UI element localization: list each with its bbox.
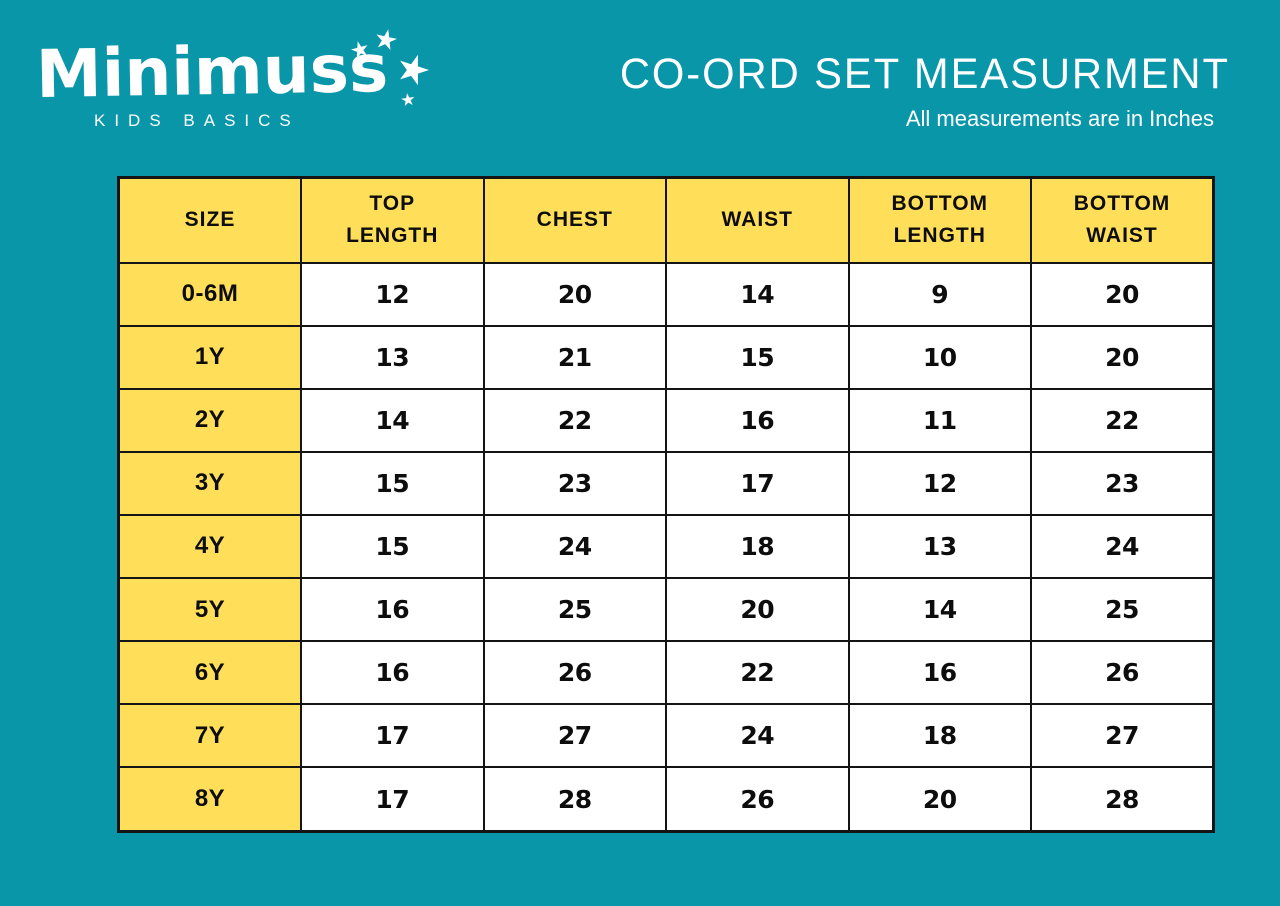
measurement-cell: 26 bbox=[482, 640, 667, 706]
size-cell: 4Y bbox=[117, 513, 302, 579]
measurement-cell: 23 bbox=[482, 450, 667, 516]
table-row: 3Y 15 23 17 12 23 bbox=[117, 450, 1215, 516]
table-row: 1Y 13 21 15 10 20 bbox=[117, 324, 1215, 390]
measurement-cell: 13 bbox=[300, 324, 485, 390]
measurement-cell: 24 bbox=[482, 513, 667, 579]
measurement-cell: 20 bbox=[847, 766, 1032, 833]
measurement-cell: 24 bbox=[665, 703, 850, 769]
measurement-cell: 12 bbox=[847, 450, 1032, 516]
table-row: 2Y 14 22 16 11 22 bbox=[117, 387, 1215, 453]
measurement-cell: 18 bbox=[847, 703, 1032, 769]
measurement-cell: 9 bbox=[847, 261, 1032, 327]
measurement-cell: 15 bbox=[300, 513, 485, 579]
measurement-cell: 28 bbox=[482, 766, 667, 833]
column-header-chest: CHEST bbox=[482, 176, 667, 264]
measurement-cell: 22 bbox=[482, 387, 667, 453]
measurement-cell: 22 bbox=[665, 640, 850, 706]
measurement-cell: 14 bbox=[847, 576, 1032, 643]
size-cell: 6Y bbox=[117, 640, 302, 706]
measurement-cell: 20 bbox=[1030, 261, 1215, 327]
size-cell: 7Y bbox=[117, 703, 302, 769]
measurement-cell: 11 bbox=[847, 387, 1032, 453]
page-subtitle: All measurements are in Inches bbox=[905, 106, 1214, 131]
column-header-top-length: TOP LENGTH bbox=[300, 176, 485, 264]
stars-icon bbox=[349, 27, 430, 107]
size-cell: 0-6M bbox=[117, 261, 302, 327]
title-block: CO-ORD SET MEASURMENT All measurements a… bbox=[601, 50, 1230, 132]
measurement-cell: 27 bbox=[1030, 703, 1215, 769]
table-row: 6Y 16 26 22 16 26 bbox=[117, 640, 1215, 706]
measurement-cell: 26 bbox=[1030, 640, 1215, 706]
measurement-cell: 24 bbox=[1030, 513, 1215, 579]
size-cell: 8Y bbox=[117, 766, 302, 833]
measurement-cell: 12 bbox=[300, 261, 485, 327]
measurement-cell: 17 bbox=[665, 450, 850, 516]
column-header-size: SIZE bbox=[117, 176, 302, 264]
measurement-cell: 14 bbox=[665, 261, 850, 327]
column-header-bottom-waist: BOTTOM WAIST bbox=[1030, 176, 1215, 264]
measurement-cell: 20 bbox=[482, 261, 667, 327]
measurement-cell: 21 bbox=[482, 324, 667, 390]
measurement-cell: 16 bbox=[847, 640, 1032, 706]
size-cell: 2Y bbox=[117, 387, 302, 453]
measurement-cell: 25 bbox=[1030, 576, 1215, 643]
table-header: SIZE TOP LENGTH CHEST WAIST BOTTOM LENGTH BOT… bbox=[117, 176, 1215, 264]
measurement-cell: 16 bbox=[300, 640, 485, 706]
measurement-cell: 22 bbox=[1030, 387, 1215, 453]
measurement-cell: 13 bbox=[847, 513, 1032, 579]
table-row: 4Y 15 24 18 13 24 bbox=[117, 513, 1215, 579]
brand-logo: Minimuss KIDS BASICS bbox=[35, 27, 430, 131]
measurement-table: SIZE TOP LENGTH CHEST WAIST BOTTOM LENGTH BOT… bbox=[117, 176, 1215, 833]
header-row: SIZE TOP LENGTH CHEST WAIST BOTTOM LENGTH BOT… bbox=[117, 176, 1215, 264]
measurement-cell: 10 bbox=[847, 324, 1032, 390]
table-row: 5Y 16 25 20 14 25 bbox=[117, 576, 1215, 643]
table-row: 7Y 17 27 24 18 27 bbox=[117, 703, 1215, 769]
measurement-cell: 16 bbox=[300, 576, 485, 643]
brand-tagline: KIDS BASICS bbox=[94, 110, 300, 130]
measurement-cell: 17 bbox=[300, 766, 485, 833]
measurement-cell: 17 bbox=[300, 703, 485, 769]
column-header-bottom-length: BOTTOM LENGTH bbox=[847, 176, 1032, 264]
column-header-waist: WAIST bbox=[665, 176, 850, 264]
measurement-cell: 23 bbox=[1030, 450, 1215, 516]
size-cell: 3Y bbox=[117, 450, 302, 516]
measurement-cell: 20 bbox=[1030, 324, 1215, 390]
measurement-cell: 15 bbox=[300, 450, 485, 516]
measurement-cell: 26 bbox=[665, 766, 850, 833]
measurement-cell: 15 bbox=[665, 324, 850, 390]
table-row: 8Y 17 28 26 20 28 bbox=[117, 766, 1215, 833]
page-title: CO-ORD SET MEASURMENT bbox=[619, 50, 1230, 98]
table-body: 0-6M 12 20 14 9 20 1Y 13 21 15 10 20 2Y 14 22 16 11 22 3Y 1… bbox=[117, 261, 1215, 833]
measurement-cell: 18 bbox=[665, 513, 850, 579]
size-cell: 5Y bbox=[117, 576, 302, 643]
measurement-cell: 20 bbox=[665, 576, 850, 643]
measurement-cell: 28 bbox=[1030, 766, 1215, 833]
table-row: 0-6M 12 20 14 9 20 bbox=[117, 261, 1215, 327]
size-cell: 1Y bbox=[117, 324, 302, 390]
measurement-cell: 16 bbox=[665, 387, 850, 453]
measurement-cell: 27 bbox=[482, 703, 667, 769]
measurement-cell: 25 bbox=[482, 576, 667, 643]
measurement-cell: 14 bbox=[300, 387, 485, 453]
